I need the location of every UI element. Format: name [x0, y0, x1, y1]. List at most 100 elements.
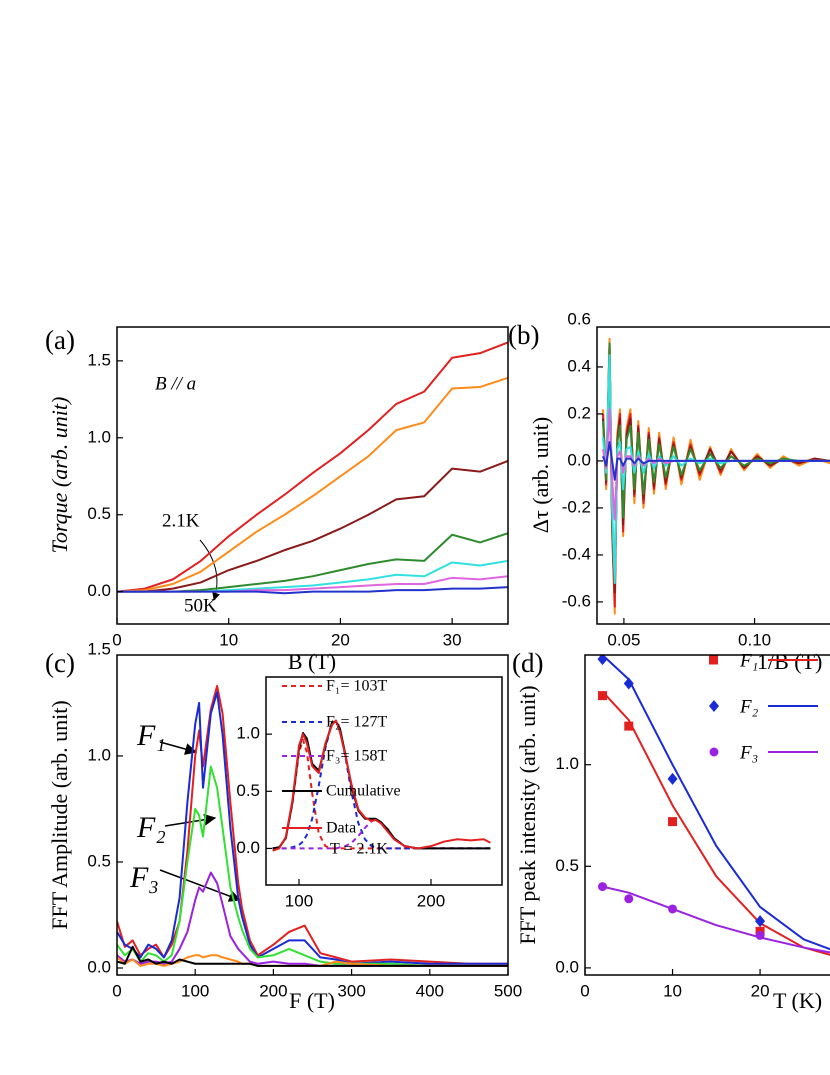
data-point	[624, 894, 634, 904]
data-point	[598, 691, 608, 701]
data-line	[117, 586, 508, 595]
data-point	[624, 721, 634, 731]
legend-label: F₃= 158T	[326, 748, 388, 765]
y-tick-label: 0.0	[567, 450, 591, 469]
x-axis-label: T (K)	[773, 988, 822, 1013]
data-line	[601, 690, 830, 956]
x-tick-label: 500	[494, 981, 522, 1000]
data-line	[117, 376, 508, 593]
panel-label: (b)	[508, 320, 539, 350]
data-point	[668, 817, 678, 827]
temperature-arrow	[199, 539, 220, 601]
x-tick-label: 200	[259, 981, 287, 1000]
x-axis-label: F (T)	[289, 988, 335, 1013]
y-axis-label: Δτ (arb. unit)	[528, 417, 553, 533]
panel-label: (c)	[45, 648, 75, 678]
plot-frame	[596, 326, 830, 625]
y-tick-label: -0.6	[562, 591, 591, 610]
legend-label: F₂= 127T	[326, 714, 388, 731]
y-tick-label: 1.5	[87, 639, 111, 658]
y-axis-label: FFT peak intensity (arb. unit)	[515, 685, 540, 944]
panel: F₁ F₂ F₃ 0 10 20 0.0 0.5 1.0 T (K) FFT peak intens…	[512, 648, 830, 1013]
panel: 0 100 200 300 400 500 0.0 0.5 1.0 1.5 F (T) FFT Amp…	[45, 639, 522, 1013]
annotation: F₃	[129, 861, 159, 894]
y-tick-label: 0.0	[555, 957, 579, 976]
plot-frame	[116, 326, 509, 625]
y-tick-label: 0.5	[236, 781, 260, 800]
plot-area	[117, 341, 508, 595]
data-point	[598, 882, 608, 892]
y-axis-label: FFT Amplitude (arb. unit)	[47, 700, 72, 929]
plot-area	[597, 655, 830, 956]
legend-label: F₃	[739, 742, 758, 763]
data-line	[602, 441, 830, 481]
x-axis-label: 1/B (T)	[757, 649, 822, 674]
legend-label: Data	[326, 820, 356, 837]
y-tick-label: 1.0	[555, 754, 579, 773]
y-tick-label: -0.2	[562, 497, 591, 516]
plot-frame	[584, 654, 830, 976]
data-point	[667, 772, 678, 785]
y-tick-label: 0.0	[236, 838, 260, 857]
data-line	[117, 459, 508, 593]
data-line	[601, 655, 830, 951]
x-tick-label: 0	[112, 630, 121, 649]
plot-area	[272, 719, 491, 852]
x-tick-label: 400	[416, 981, 444, 1000]
x-tick-label: 10	[219, 630, 238, 649]
y-tick-label: -0.4	[562, 544, 591, 563]
f3-arrow	[159, 869, 242, 902]
y-tick-label: 0.5	[87, 504, 111, 523]
plot-area	[602, 337, 830, 615]
data-point	[755, 915, 766, 928]
x-tick-label: 300	[337, 981, 365, 1000]
data-line	[602, 342, 830, 608]
legend-marker	[709, 747, 719, 757]
data-line	[602, 354, 830, 594]
legend-marker	[709, 700, 719, 712]
legend-label: F₂	[739, 696, 759, 717]
plot-frame	[265, 676, 503, 886]
panel-label: (d)	[512, 648, 543, 678]
y-tick-label: 0.6	[567, 309, 591, 328]
y-tick-label: 0.0	[87, 581, 111, 600]
y-tick-label: 0.5	[87, 851, 111, 870]
annotation: 2.1K	[162, 510, 200, 531]
legend-label: F₁= 103T	[326, 678, 388, 695]
x-tick-label: 20	[751, 981, 770, 1000]
x-tick-label: 20	[331, 630, 350, 649]
data-point	[668, 904, 678, 914]
y-axis-label: Torque (arb. unit)	[47, 397, 72, 554]
x-tick-label: 0	[112, 981, 121, 1000]
legend-marker	[709, 655, 718, 665]
plot-frame	[116, 654, 509, 976]
annotation: F₂	[136, 811, 166, 844]
x-tick-label: 0.10	[738, 630, 771, 649]
legend-label: F₁	[739, 650, 758, 671]
f1-arrow	[159, 741, 198, 755]
annotation: T = 2.1K	[330, 841, 389, 858]
data-line	[602, 354, 830, 585]
plot-area	[117, 684, 508, 967]
x-tick-label: 200	[417, 891, 445, 910]
data-line	[117, 341, 508, 593]
data-line	[602, 885, 830, 954]
y-tick-label: 1.5	[87, 350, 111, 369]
legend-label: Cumulative	[326, 783, 401, 800]
data-point	[597, 655, 608, 666]
data-line	[117, 945, 508, 967]
data-line	[117, 765, 508, 967]
x-tick-label: 100	[285, 891, 313, 910]
x-axis-label: B (T)	[288, 649, 336, 674]
x-tick-label: 100	[181, 981, 209, 1000]
y-tick-label: 1.0	[236, 724, 260, 743]
y-tick-label: 1.0	[87, 745, 111, 764]
panel-label: (a)	[45, 325, 75, 355]
y-tick-label: 1.0	[87, 427, 111, 446]
x-tick-label: 0	[580, 981, 589, 1000]
y-tick-label: 0.5	[555, 856, 579, 875]
data-line	[272, 719, 491, 852]
x-tick-label: 30	[443, 630, 462, 649]
panel: 100 200 0.0 0.5 1.0 T = 2.1K F₁= 103T F₂= 127T F…	[236, 676, 503, 910]
